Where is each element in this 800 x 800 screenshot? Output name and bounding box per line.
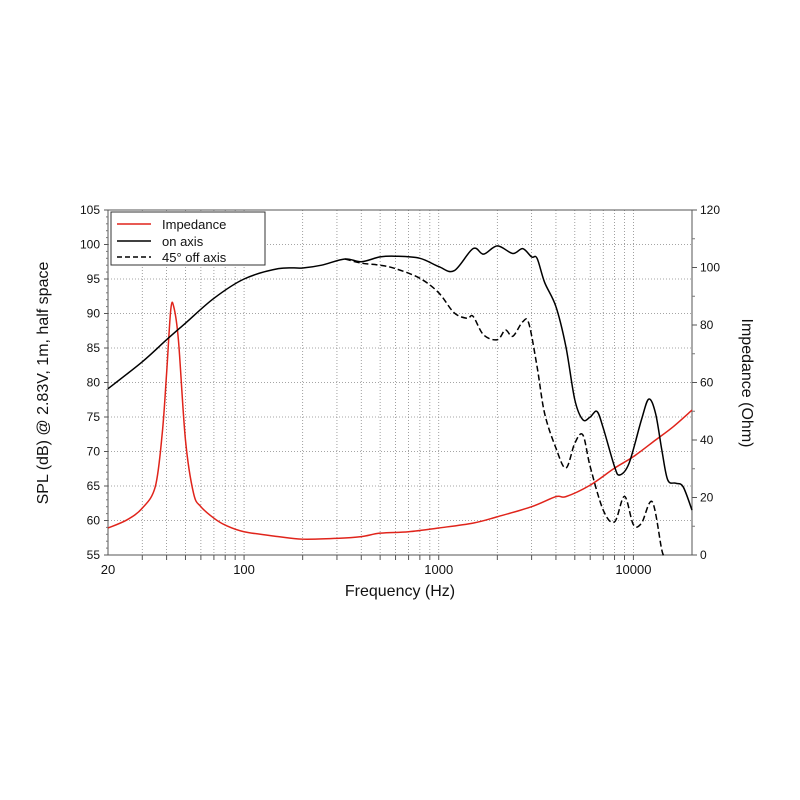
y2-tick-label: 100	[700, 261, 720, 275]
y-tick-label: 100	[80, 238, 100, 252]
legend-label-impedance: Impedance	[162, 217, 226, 232]
x-axis-label: Frequency (Hz)	[345, 583, 455, 600]
y-tick-label: 85	[87, 341, 101, 355]
ticks: 55 60 65 70 75 80 85 90 95 100 105 0 20 40 60 80 100 120 2…	[80, 203, 720, 577]
y2-tick-label: 0	[700, 548, 707, 562]
y2-tick-label: 60	[700, 376, 714, 390]
y-tick-label: 90	[87, 307, 101, 321]
series-line-impedance	[107, 301, 693, 541]
y2-tick-label: 80	[700, 318, 714, 332]
y2-axis-label: Impedance (Ohm)	[738, 319, 755, 448]
x-tick-label: 20	[101, 562, 115, 577]
y-tick-label: 105	[80, 203, 100, 217]
series	[107, 245, 693, 557]
x-tick-label: 1000	[424, 562, 453, 577]
y-tick-label: 65	[87, 479, 101, 493]
y-tick-label: 55	[87, 548, 101, 562]
y2-tick-label: 20	[700, 491, 714, 505]
y-tick-label: 60	[87, 514, 101, 528]
x-tick-label: 10000	[615, 562, 651, 577]
y-axis-label: SPL (dB) @ 2.83V, 1m, half space	[35, 262, 52, 505]
legend-label-off-axis: 45° off axis	[162, 250, 227, 265]
series-line-45-off-axis	[344, 258, 666, 557]
grid	[108, 210, 692, 555]
y-tick-label: 95	[87, 272, 101, 286]
legend: Impedance on axis 45° off axis	[110, 211, 266, 266]
y2-tick-label: 120	[700, 203, 720, 217]
y-tick-label: 80	[87, 376, 101, 390]
legend-box	[110, 211, 266, 266]
y2-tick-label: 40	[700, 433, 714, 447]
legend-label-on-axis: on axis	[162, 234, 204, 249]
x-tick-label: 100	[233, 562, 255, 577]
series-line-on-axis	[107, 245, 693, 511]
y-tick-label: 75	[87, 410, 101, 424]
y-tick-label: 70	[87, 445, 101, 459]
